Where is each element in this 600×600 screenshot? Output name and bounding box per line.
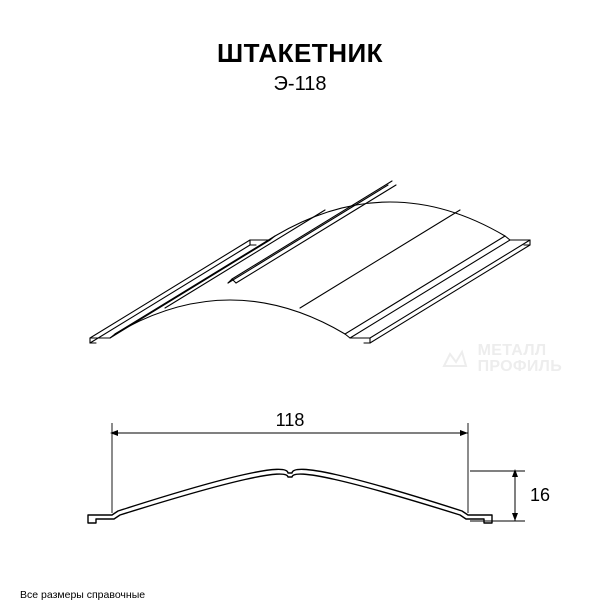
height-dimension-label: 16 xyxy=(530,485,550,505)
watermark-logo-icon xyxy=(440,344,470,374)
watermark-text: МЕТАЛЛ ПРОФИЛЬ xyxy=(478,343,562,375)
page-title: ШТАКЕТНИК xyxy=(0,38,600,69)
watermark-line2: ПРОФИЛЬ xyxy=(478,359,562,375)
cross-section-drawing: 118 16 xyxy=(0,393,600,563)
title-block: ШТАКЕТНИК Э-118 xyxy=(0,38,600,96)
width-dimension-label: 118 xyxy=(276,410,305,430)
watermark-line1: МЕТАЛЛ xyxy=(478,343,562,359)
watermark: МЕТАЛЛ ПРОФИЛЬ xyxy=(440,343,562,375)
footnotes: Все размеры справочные Допускаются откло… xyxy=(20,588,315,600)
page-subtitle: Э-118 xyxy=(0,73,600,96)
footnote-line1: Все размеры справочные xyxy=(20,588,315,600)
